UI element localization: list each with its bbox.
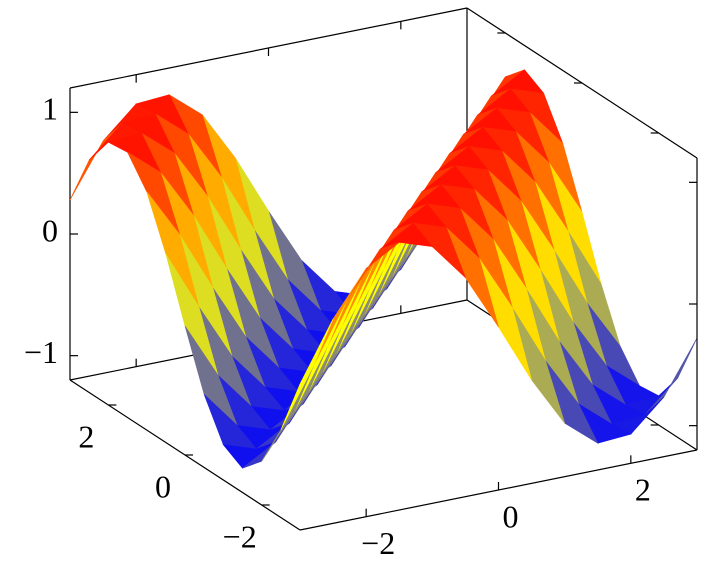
x-tick-label: 2 bbox=[635, 472, 651, 508]
y-tick-label: 2 bbox=[78, 418, 94, 454]
x-tick-label: 0 bbox=[503, 498, 519, 534]
z-tick-label: 0 bbox=[42, 212, 58, 248]
y-tick-label: −2 bbox=[223, 518, 257, 554]
z-tick-label: −1 bbox=[24, 334, 58, 370]
y-tick-label: 0 bbox=[155, 468, 171, 504]
z-tick-label: 1 bbox=[42, 91, 58, 127]
surface-patch bbox=[280, 318, 334, 431]
x-tick-label: −2 bbox=[361, 525, 395, 561]
